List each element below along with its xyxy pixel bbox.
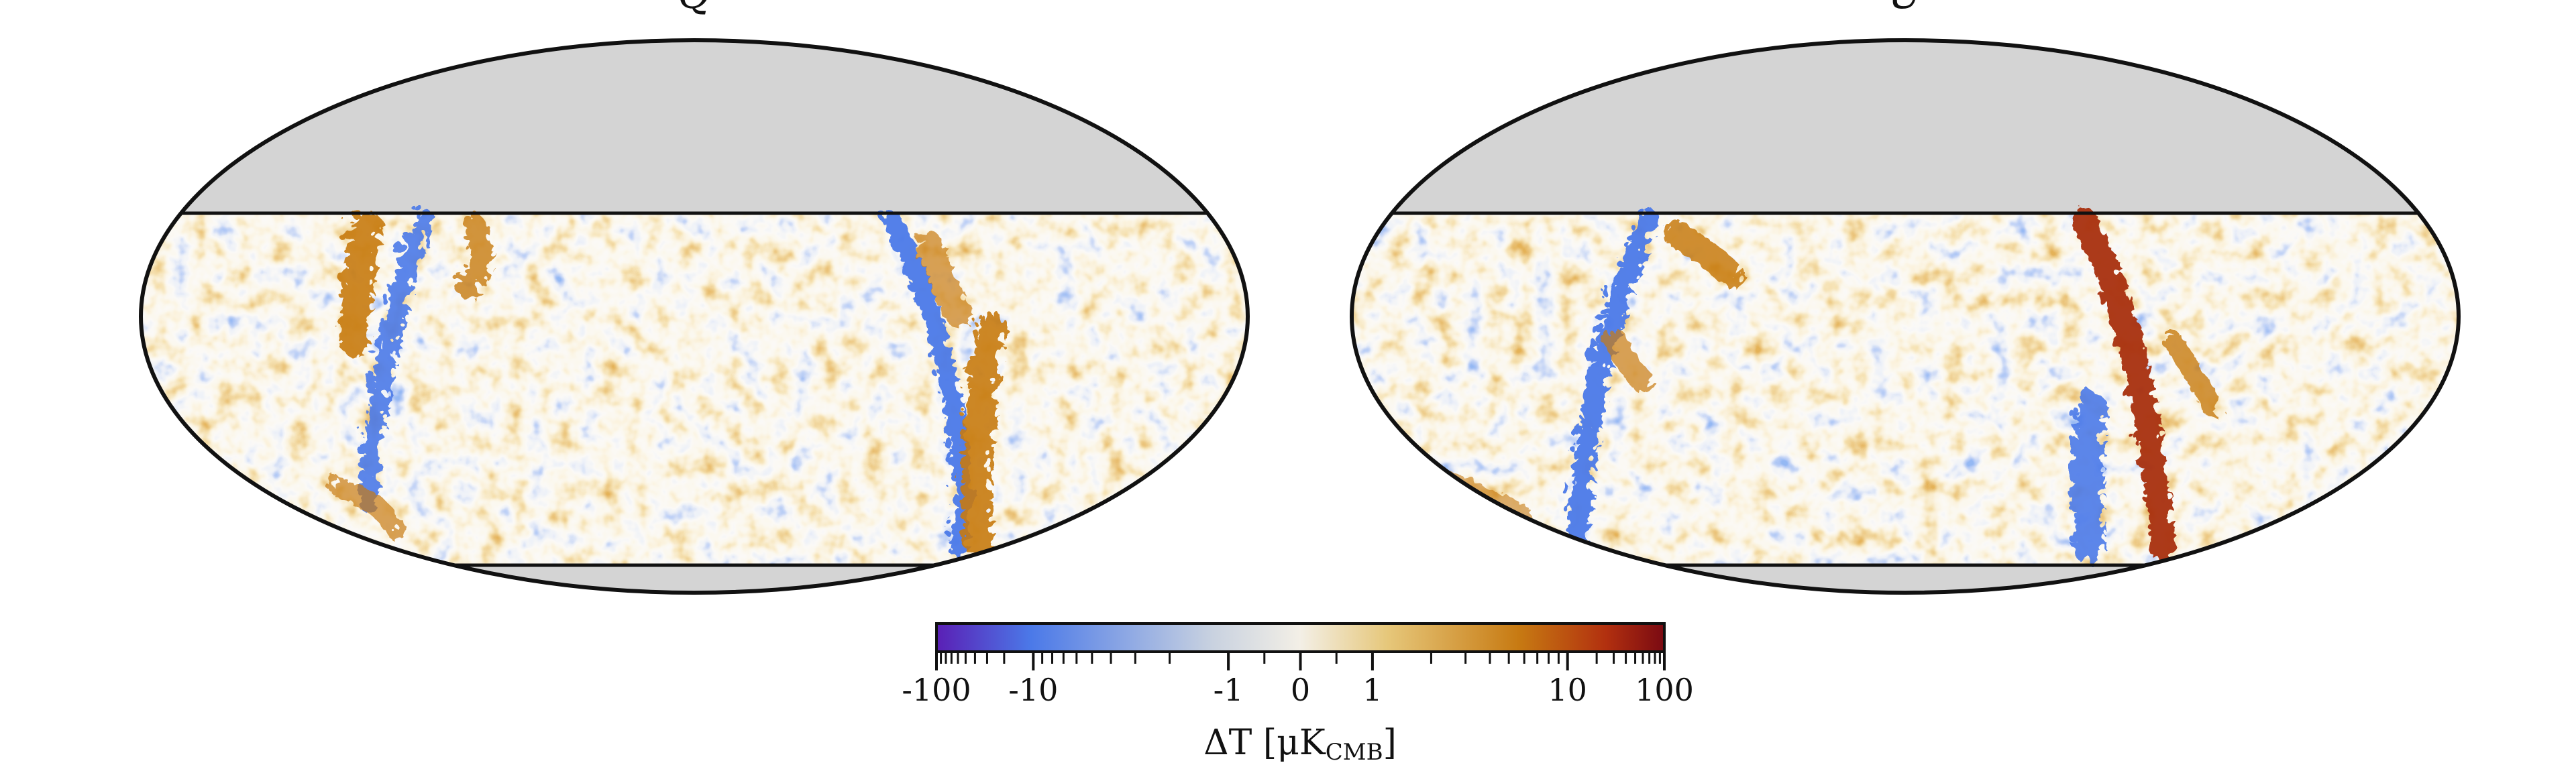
colorbar-tick-label: 1: [1362, 672, 1382, 708]
colorbar-tick-label: -10: [1008, 672, 1058, 708]
colorbar-label: ΔT [μKCMB]: [1203, 723, 1397, 766]
map-outline: [1350, 38, 2461, 595]
map-panel-u: U: [1350, 0, 2461, 595]
map-panel-q: Q: [139, 0, 1250, 595]
colorbar: -100 -10 -1 0 1 10 100 ΔT [μKCMB]: [902, 622, 1694, 766]
panel-title-q: Q: [678, 0, 710, 18]
panel-title-u: U: [1888, 0, 1924, 18]
colorbar-label-sub: CMB: [1326, 739, 1383, 766]
colorbar-label-main: ΔT [μK: [1203, 723, 1326, 763]
colorbar-gradient: [935, 622, 1666, 653]
colorbar-label-end: ]: [1383, 723, 1397, 763]
colorbar-tick-label: 0: [1291, 672, 1310, 708]
sky-map-u: [1352, 213, 2459, 565]
colorbar-tick-label: 10: [1548, 672, 1587, 708]
colorbar-tick-label: -100: [902, 672, 971, 708]
sky-map-q: [141, 213, 1248, 565]
colorbar-tick-label: -1: [1214, 672, 1244, 708]
map-outline: [139, 38, 1250, 595]
colorbar-tick-label: 100: [1635, 672, 1694, 708]
